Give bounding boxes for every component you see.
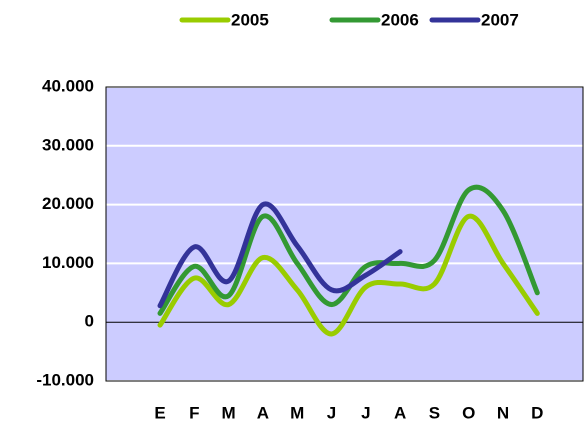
- y-tick-label: 20.000: [42, 194, 94, 213]
- x-tick-label: M: [290, 403, 304, 422]
- legend-label: 2007: [481, 10, 519, 29]
- legend-label: 2006: [381, 10, 419, 29]
- y-tick-label: 10.000: [42, 253, 94, 272]
- x-tick-label: N: [497, 403, 509, 422]
- series-line: [157, 213, 540, 337]
- y-tick-label: 0: [85, 312, 94, 331]
- y-tick-label: -10.000: [36, 370, 94, 389]
- plot-area: [106, 87, 583, 381]
- y-tick-label: 40.000: [42, 76, 94, 95]
- x-tick-label: S: [429, 403, 440, 422]
- x-tick-label: A: [257, 403, 269, 422]
- x-tick-label: J: [327, 403, 336, 422]
- y-tick-label: 30.000: [42, 135, 94, 154]
- x-tick-label: D: [531, 403, 543, 422]
- series-line: [157, 201, 403, 309]
- x-tick-label: O: [462, 403, 475, 422]
- plot-border: [105, 86, 584, 382]
- x-tick-label: F: [189, 403, 199, 422]
- legend-label: 2005: [231, 10, 269, 29]
- x-tick-label: E: [154, 403, 165, 422]
- x-tick-label: J: [361, 403, 370, 422]
- x-tick-label: M: [222, 403, 236, 422]
- x-tick-label: A: [394, 403, 406, 422]
